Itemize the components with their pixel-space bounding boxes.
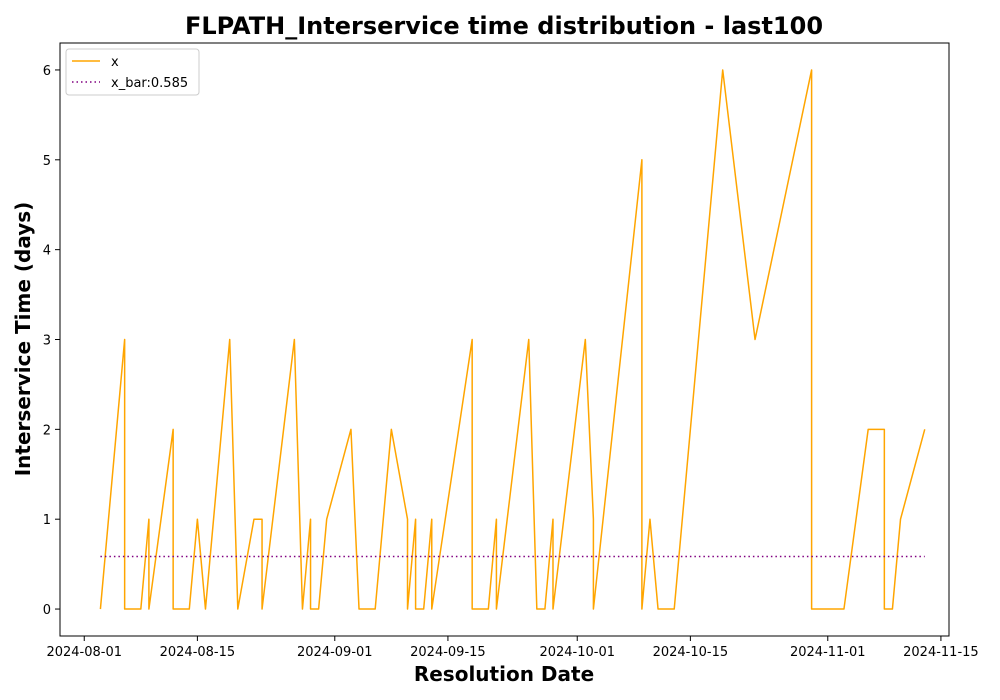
series-line-x [99, 69, 926, 610]
legend: x x_bar:0.585 [65, 48, 200, 96]
y-axis-label: Interservice Time (days) [11, 202, 35, 477]
chart-title: FLPATH_Interservice time distribution - … [185, 12, 823, 40]
y-tick-label: 5 [43, 154, 51, 169]
legend-label-x-bar: x_bar:0.585 [111, 76, 188, 91]
x-tick-label: 2024-11-01 [790, 645, 866, 660]
series-layer [99, 69, 926, 610]
y-tick-label: 2 [43, 423, 51, 438]
x-tick-label: 2024-08-15 [160, 645, 236, 660]
x-tick-label: 2024-11-15 [903, 645, 979, 660]
y-tick-label: 1 [43, 513, 51, 528]
y-tick-label: 0 [43, 603, 51, 618]
legend-label-x: x [111, 55, 119, 70]
x-tick-label: 2024-10-01 [539, 645, 615, 660]
x-tick-label: 2024-08-01 [46, 645, 122, 660]
x-tick-label: 2024-09-15 [410, 645, 486, 660]
y-tick-label: 4 [43, 244, 51, 259]
y-tick-label: 3 [43, 334, 51, 349]
plot-frame [59, 42, 950, 637]
x-tick-label: 2024-09-01 [297, 645, 373, 660]
y-tick-label: 6 [43, 64, 51, 79]
ticks-layer: 2024-08-01 2024-08-15 2024-09-01 2024-09-15… [43, 64, 979, 660]
x-tick-label: 2024-10-15 [653, 645, 729, 660]
x-axis-label: Resolution Date [414, 662, 594, 686]
